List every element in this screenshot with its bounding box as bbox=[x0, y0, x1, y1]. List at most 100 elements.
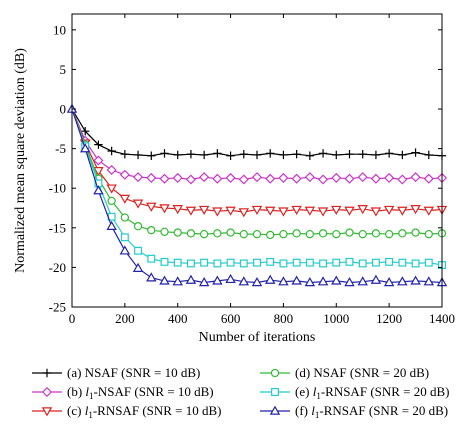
data-point bbox=[345, 257, 354, 266]
data-point bbox=[119, 194, 131, 204]
data-point bbox=[213, 229, 222, 238]
legend-label-part: 1 bbox=[316, 391, 321, 401]
legend-label: (d) NSAF (SNR = 20 dB) bbox=[295, 365, 429, 380]
data-point bbox=[200, 258, 209, 267]
data-point bbox=[291, 275, 302, 285]
data-point bbox=[93, 155, 104, 166]
data-point bbox=[225, 206, 236, 216]
legend-label-part: (d) NSAF bbox=[295, 365, 347, 380]
data-point bbox=[185, 174, 196, 185]
data-point bbox=[173, 150, 182, 160]
data-point bbox=[278, 172, 289, 183]
data-point bbox=[199, 172, 210, 183]
legend-label-part: (SNR = 20 dB) bbox=[367, 384, 449, 399]
x-axis-label: Number of iterations bbox=[199, 330, 316, 345]
data-point bbox=[160, 149, 169, 158]
y-axis-label: Normalized mean square deviation (dB) bbox=[13, 48, 28, 273]
data-point bbox=[291, 173, 302, 184]
data-point bbox=[81, 127, 90, 136]
data-point bbox=[159, 204, 170, 214]
data-point bbox=[226, 228, 235, 237]
data-point bbox=[423, 206, 435, 216]
data-point bbox=[159, 275, 170, 285]
x-tick-label: 1000 bbox=[323, 311, 349, 326]
legend-label-part: (SNR = 10 dB) bbox=[131, 384, 213, 399]
data-point bbox=[397, 206, 408, 216]
legend-entry-d: (d) NSAF (SNR = 20 dB) bbox=[260, 365, 429, 380]
legend-label-part: l bbox=[311, 403, 315, 418]
data-point bbox=[371, 229, 381, 238]
data-point bbox=[251, 205, 263, 216]
data-point bbox=[357, 172, 368, 183]
data-point bbox=[172, 205, 183, 215]
legend-label-part: (b) bbox=[67, 384, 85, 399]
data-point bbox=[292, 258, 301, 267]
data-point bbox=[384, 229, 394, 239]
legend-label-part: -RNSAF bbox=[93, 403, 139, 418]
data-point bbox=[318, 174, 329, 185]
data-point bbox=[119, 169, 130, 180]
data-point bbox=[398, 150, 407, 160]
data-point bbox=[305, 229, 315, 239]
legend-label-part: (a) NSAF bbox=[67, 365, 118, 380]
data-point bbox=[411, 228, 420, 237]
legend-label-part: (c) bbox=[67, 403, 85, 418]
legend-label: (c) l1-RNSAF (SNR = 10 dB) bbox=[67, 403, 222, 420]
data-point bbox=[371, 258, 380, 267]
data-point bbox=[134, 246, 143, 255]
data-point bbox=[106, 164, 117, 176]
data-point bbox=[344, 277, 355, 287]
data-point bbox=[94, 140, 103, 149]
x-tick-label: 400 bbox=[168, 311, 188, 326]
data-point bbox=[332, 258, 341, 267]
legend-entry-b: (b) l1-NSAF (SNR = 10 dB) bbox=[32, 384, 214, 401]
legend-label: (a) NSAF (SNR = 10 dB) bbox=[67, 365, 200, 380]
legend-label: (f) l1-RNSAF (SNR = 20 dB) bbox=[295, 403, 448, 420]
data-point bbox=[279, 150, 288, 160]
data-point bbox=[253, 258, 261, 267]
legend-marker bbox=[41, 386, 53, 398]
legend-marker bbox=[270, 368, 280, 378]
data-point bbox=[147, 226, 156, 235]
legend-label-part: 1 bbox=[315, 410, 320, 420]
data-point bbox=[383, 205, 395, 216]
data-point bbox=[198, 277, 210, 287]
legend-entry-f: (f) l1-RNSAF (SNR = 20 dB) bbox=[260, 403, 448, 420]
data-point bbox=[265, 173, 276, 184]
data-point bbox=[292, 229, 301, 238]
data-point bbox=[266, 257, 275, 266]
legend-label-part: (SNR = 10 dB) bbox=[139, 403, 221, 418]
data-point bbox=[292, 149, 301, 159]
plot-area bbox=[72, 14, 442, 307]
data-point bbox=[106, 184, 117, 194]
data-point bbox=[238, 208, 250, 218]
data-point bbox=[291, 205, 302, 216]
data-point bbox=[411, 148, 420, 157]
data-point bbox=[424, 150, 433, 160]
x-tick-label: 1400 bbox=[429, 311, 455, 326]
legend-label-part: (SNR = 10 dB) bbox=[118, 365, 200, 380]
data-point bbox=[331, 172, 342, 183]
legend-label-part: (e) bbox=[295, 384, 313, 399]
series-e bbox=[71, 108, 446, 269]
data-point bbox=[251, 277, 263, 287]
data-point bbox=[79, 143, 91, 153]
series-b bbox=[71, 108, 448, 185]
y-tick-label: 0 bbox=[60, 102, 67, 117]
data-point bbox=[226, 151, 235, 160]
data-point bbox=[266, 149, 275, 158]
data-point bbox=[358, 149, 367, 159]
data-point bbox=[410, 205, 421, 215]
data-point bbox=[279, 229, 288, 239]
data-point bbox=[344, 173, 355, 184]
data-point bbox=[173, 228, 182, 237]
y-tick-label: -25 bbox=[49, 300, 66, 315]
data-point bbox=[278, 276, 289, 286]
data-point bbox=[239, 259, 248, 268]
data-point bbox=[332, 229, 341, 239]
legend-label-part: 1 bbox=[88, 410, 93, 420]
legend-label-part: 1 bbox=[89, 391, 94, 401]
data-point bbox=[370, 173, 381, 184]
data-point bbox=[212, 207, 223, 217]
